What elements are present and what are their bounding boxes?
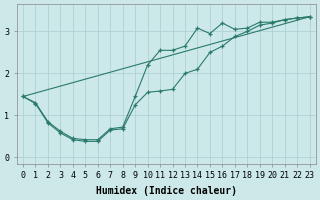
X-axis label: Humidex (Indice chaleur): Humidex (Indice chaleur) (96, 186, 237, 196)
